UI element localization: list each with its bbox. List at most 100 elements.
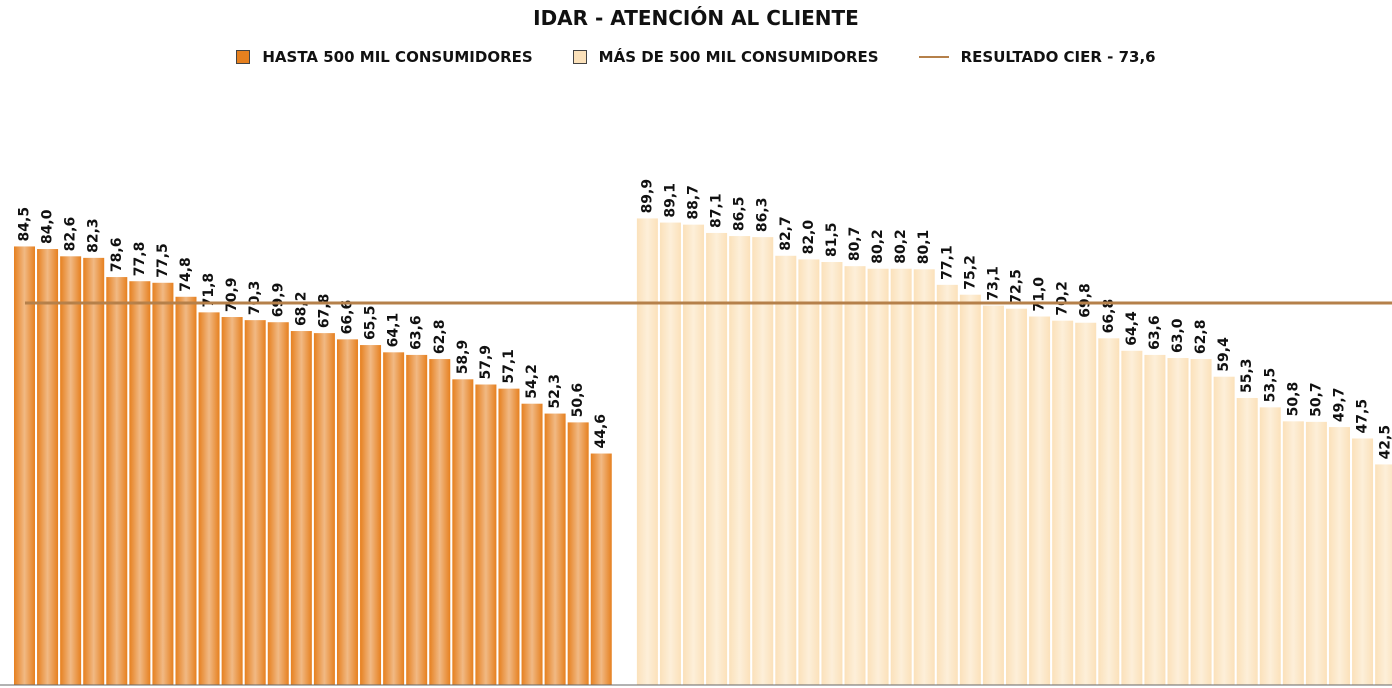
value-label: 80,2 [870, 229, 886, 264]
legend-item: HASTA 500 MIL CONSUMIDORES [236, 48, 533, 66]
value-label: 65,5 [363, 306, 379, 341]
value-label: 80,2 [893, 229, 909, 264]
value-label: 63,6 [1147, 315, 1163, 350]
value-label: 71,8 [201, 273, 217, 308]
bar [1075, 322, 1097, 685]
value-label: 70,3 [247, 281, 263, 316]
bar [60, 256, 82, 685]
value-label: 84,0 [40, 209, 56, 244]
value-label: 55,3 [1239, 358, 1255, 393]
value-label: 70,9 [224, 277, 240, 312]
value-label: 81,5 [824, 222, 840, 257]
value-label: 84,5 [17, 207, 33, 242]
bar [567, 422, 589, 685]
legend-item: MÁS DE 500 MIL CONSUMIDORES [572, 48, 879, 66]
bar [1167, 358, 1189, 685]
bar [1236, 397, 1258, 685]
bar [544, 413, 566, 685]
value-label: 47,5 [1355, 399, 1371, 434]
value-label: 52,3 [547, 374, 563, 409]
value-label: 77,8 [132, 242, 148, 277]
value-label: 62,8 [1193, 320, 1209, 355]
bar [1213, 376, 1235, 685]
value-label: 70,2 [1055, 281, 1071, 316]
bar [106, 277, 128, 685]
bar [867, 268, 889, 685]
value-label: 64,1 [386, 313, 402, 348]
value-label: 69,8 [1078, 283, 1094, 318]
value-label: 69,9 [270, 283, 286, 318]
bar [221, 317, 243, 685]
bar [775, 255, 797, 686]
value-label: 89,9 [639, 179, 655, 214]
bar [1052, 320, 1074, 685]
value-label: 67,8 [316, 294, 332, 329]
value-label: 87,1 [709, 193, 725, 228]
bar [360, 345, 382, 685]
value-label: 82,0 [801, 220, 817, 255]
value-label: 77,1 [939, 245, 955, 280]
value-label: 80,7 [847, 227, 863, 262]
value-label: 66,8 [1101, 299, 1117, 334]
bar [1121, 350, 1143, 685]
bar [683, 224, 705, 685]
value-label: 62,8 [432, 320, 448, 355]
bar [267, 322, 289, 685]
bar [1305, 421, 1327, 685]
value-label: 82,6 [63, 217, 79, 252]
bar [290, 331, 312, 685]
value-label: 54,2 [524, 364, 540, 399]
value-label: 59,4 [1216, 337, 1232, 372]
legend-label: RESULTADO CIER - 73,6 [960, 48, 1156, 66]
bar [244, 320, 266, 685]
bar [1029, 316, 1051, 685]
bar [959, 294, 981, 685]
bar [1190, 359, 1212, 685]
bar [14, 246, 35, 685]
value-label: 72,5 [1009, 269, 1025, 304]
bar [659, 222, 681, 686]
bar [313, 333, 335, 685]
bar [1352, 438, 1374, 685]
bar [982, 305, 1004, 685]
value-label: 78,6 [109, 238, 125, 273]
value-label: 53,5 [1262, 368, 1278, 403]
legend-swatch [236, 50, 251, 64]
bar [1006, 308, 1028, 685]
value-label: 73,1 [985, 266, 1001, 301]
value-label: 64,4 [1124, 311, 1140, 346]
bar [706, 232, 728, 686]
bar [383, 352, 405, 685]
value-label: 68,2 [293, 291, 309, 326]
bar [152, 282, 174, 685]
value-label: 57,9 [478, 345, 494, 380]
value-label: 77,5 [155, 243, 171, 278]
bar [729, 236, 751, 685]
legend-label: MÁS DE 500 MIL CONSUMIDORES [598, 48, 879, 66]
value-label: 58,9 [455, 340, 471, 375]
value-label: 74,8 [178, 257, 194, 292]
bar [452, 379, 474, 685]
value-label: 82,7 [778, 216, 794, 251]
bar [752, 237, 774, 685]
value-label: 75,2 [962, 255, 978, 290]
bar [636, 218, 658, 685]
value-label: 42,5 [1378, 425, 1392, 460]
value-label: 57,1 [501, 349, 517, 384]
chart-title: IDAR - ATENCIÓN AL CLIENTE [533, 6, 859, 30]
bar [498, 388, 520, 685]
value-label: 88,7 [686, 185, 702, 220]
value-label: 89,1 [662, 183, 678, 218]
bar [1144, 354, 1166, 685]
bar [936, 284, 958, 685]
bar [83, 257, 105, 685]
bar [429, 359, 451, 685]
legend-line [918, 56, 949, 58]
legend-swatch [572, 50, 587, 64]
bar [475, 384, 497, 685]
bar [1282, 421, 1304, 685]
value-label: 66,6 [339, 300, 355, 335]
value-label: 50,7 [1308, 382, 1324, 417]
